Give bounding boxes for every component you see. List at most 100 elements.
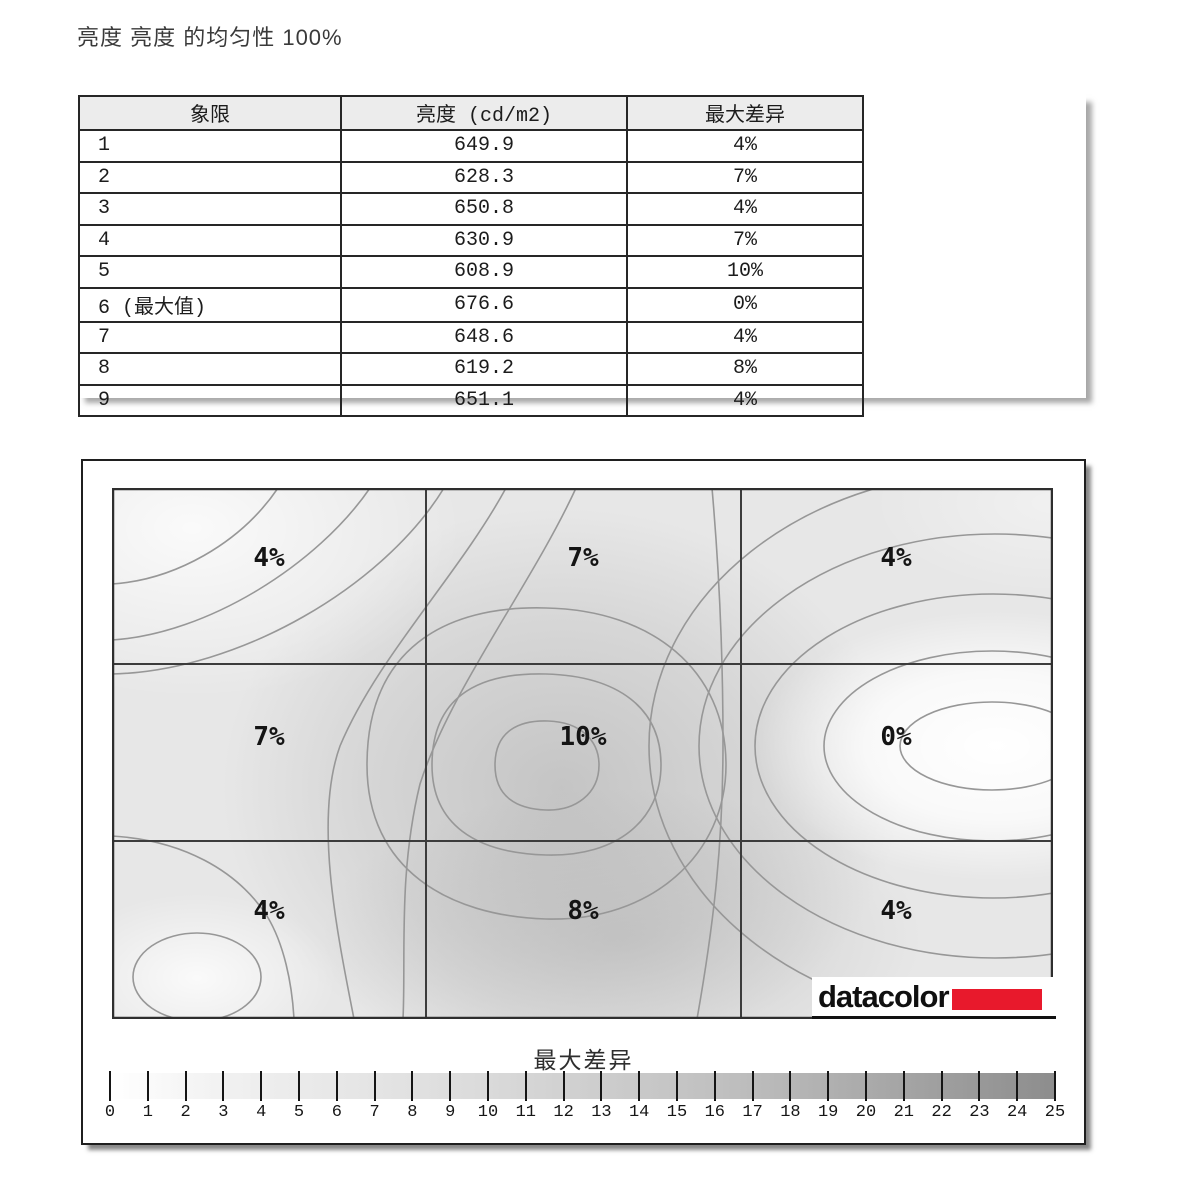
- colorbar-tick: [1054, 1071, 1056, 1101]
- uniformity-table-body: 1 649.9 4% 2 628.3 7% 3 650.8 4% 4 630.9 7% 5 608.9 10…: [78, 129, 864, 417]
- colorbar-tick: [600, 1071, 603, 1101]
- colorbar-tick: [109, 1071, 111, 1101]
- table-cell: 8: [78, 352, 342, 386]
- table-cell: 651.1: [340, 383, 628, 417]
- table-cell: 3: [78, 192, 342, 226]
- table-row: 9 651.1 4%: [78, 383, 864, 417]
- colorbar-tick-label: 14: [628, 1103, 650, 1122]
- colorbar-tick-label: 1: [142, 1103, 153, 1122]
- colorbar-tick-label: 20: [855, 1103, 877, 1122]
- colorbar-tick: [1016, 1071, 1019, 1101]
- colorbar-tick-label: 9: [445, 1103, 456, 1122]
- colorbar-tick: [487, 1071, 489, 1101]
- table-row: 6 (最大值) 676.6 0%: [78, 286, 864, 323]
- shade-white-bottomleft: [112, 893, 337, 1019]
- table-cell: 648.6: [340, 320, 628, 354]
- colorbar-tick: [940, 1071, 943, 1101]
- colorbar-tick: [335, 1071, 338, 1101]
- table-cell: 628.3: [340, 160, 628, 194]
- table-row: 2 628.3 7%: [78, 160, 864, 194]
- table-cell: 619.2: [340, 352, 628, 386]
- shade-white-right: [757, 611, 1053, 881]
- colorbar-tick-label: 7: [369, 1103, 380, 1122]
- table-row: 7 648.6 4%: [78, 320, 864, 354]
- datacolor-logo: datacolor: [812, 977, 1056, 1019]
- datacolor-logo-text: datacolor: [818, 979, 950, 1014]
- contour-cell-label: 7%: [567, 543, 599, 573]
- table-cell: 1: [78, 129, 342, 163]
- colorbar-title: 最大差异: [533, 1047, 634, 1073]
- colorbar-tick-label: 12: [553, 1103, 574, 1122]
- colorbar-tick-label: 19: [817, 1103, 839, 1122]
- uniformity-table-card: 象限 亮度 (cd/m2) 最大差异 1 649.9 4% 2 628.3 7% 3 650.8 4…: [75, 93, 1086, 417]
- contour-cell-label: 4%: [253, 543, 285, 573]
- colorbar-tick-labels: 0 1 2 3 4 5 6 7 8 9 10 11 12 13 14 15 16 17 18 19 20 21 22 23 24…: [105, 1103, 1065, 1125]
- table-row: 1 649.9 4%: [78, 129, 864, 163]
- table-cell: 7: [78, 320, 342, 354]
- colorbar-tick-label: 22: [931, 1103, 952, 1122]
- colorbar-tick-label: 17: [742, 1103, 763, 1122]
- colorbar-tick-label: 25: [1044, 1103, 1066, 1122]
- contour-cell-label: 4%: [880, 543, 912, 573]
- contour-cell-label: 4%: [253, 896, 285, 926]
- contour-lines: [112, 488, 1053, 1019]
- column-header: 最大差异: [626, 95, 864, 131]
- colorbar-tick: [562, 1071, 565, 1101]
- colorbar-tick: [676, 1071, 678, 1101]
- colorbar-tick-label: 16: [704, 1103, 725, 1122]
- colorbar-tick: [827, 1071, 830, 1101]
- colorbar-tick-label: 15: [666, 1103, 688, 1122]
- quadrant-grid: [112, 488, 1053, 1019]
- table-cell: 630.9: [340, 223, 628, 257]
- colorbar-tick: [184, 1071, 187, 1101]
- table-row: 5 608.9 10%: [78, 255, 864, 289]
- table-cell: 8%: [626, 352, 864, 386]
- colorbar-tick: [222, 1071, 225, 1101]
- colorbar-tick: [865, 1071, 867, 1101]
- column-header: 亮度 (cd/m2): [340, 95, 628, 131]
- colorbar-tick-label: 18: [780, 1103, 801, 1122]
- table-cell: 608.9: [340, 255, 628, 289]
- colorbar-tick: [298, 1071, 300, 1101]
- table-cell: 9: [78, 383, 342, 417]
- colorbar-tick-label: 6: [331, 1103, 342, 1122]
- colorbar-tick-label: 13: [591, 1103, 612, 1122]
- shade-white-topright: [872, 488, 1053, 593]
- colorbar-tick: [638, 1071, 641, 1101]
- colorbar-tick: [789, 1071, 792, 1101]
- contour-cell-label: 0%: [880, 722, 912, 752]
- colorbar-tick: [411, 1071, 414, 1101]
- table-cell: 5: [78, 255, 342, 289]
- uniformity-table: 象限 亮度 (cd/m2) 最大差异 1 649.9 4% 2 628.3 7% 3 650.8 4…: [78, 95, 864, 417]
- contour-cell-label: 8%: [567, 896, 599, 926]
- colorbar-tick: [902, 1071, 905, 1101]
- colorbar-tick-label: 2: [180, 1103, 191, 1122]
- colorbar-gradient: [109, 1071, 1056, 1101]
- table-cell: 10%: [626, 255, 864, 289]
- table-cell: 4%: [626, 192, 864, 226]
- table-cell: 0%: [626, 286, 864, 323]
- colorbar-tick-label: 3: [218, 1103, 229, 1122]
- colorbar-tick-label: 5: [293, 1103, 305, 1122]
- table-cell: 6 (最大值): [78, 286, 342, 323]
- column-header: 象限: [78, 95, 342, 131]
- colorbar-tick: [146, 1071, 149, 1101]
- colorbar-tick-label: 11: [515, 1103, 536, 1122]
- colorbar-tick-label: 21: [893, 1103, 914, 1122]
- table-cell: 7%: [626, 223, 864, 257]
- contour-cell-label: 7%: [253, 722, 285, 752]
- table-row: 4 630.9 7%: [78, 223, 864, 257]
- contour-cell-label: 10%: [560, 722, 607, 752]
- contour-cell-label: 4%: [880, 896, 912, 926]
- plot-border: [112, 488, 1053, 1019]
- table-row: 3 650.8 4%: [78, 192, 864, 226]
- colorbar-tick-label: 8: [407, 1103, 418, 1122]
- colorbar-tick-label: 23: [969, 1103, 990, 1122]
- colorbar-tick-label: 24: [1006, 1103, 1028, 1122]
- colorbar-tick: [260, 1071, 263, 1101]
- table-cell: 2: [78, 160, 342, 194]
- contour-map-svg: 4% 7% 4% 7% 10% 0% 4% 8% 4%: [112, 488, 1053, 1019]
- table-cell: 676.6: [340, 286, 628, 323]
- table-cell: 4%: [626, 320, 864, 354]
